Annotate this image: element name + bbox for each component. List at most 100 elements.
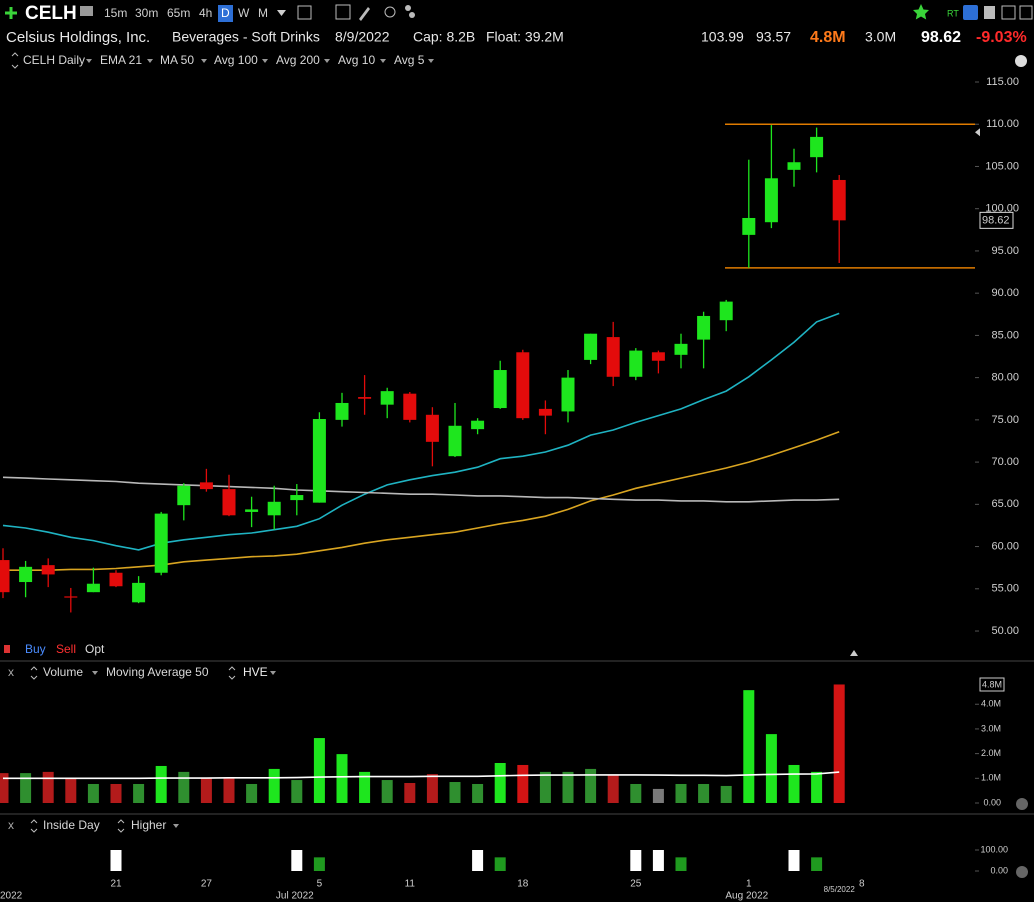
legend-entry[interactable]: Avg 200 (276, 53, 320, 67)
bar (585, 768, 597, 803)
candle-body (787, 162, 801, 170)
y-tick-label: 60.00 (991, 540, 1019, 552)
close-pane[interactable]: x (8, 818, 14, 832)
y-tick-label: 55.00 (991, 583, 1019, 595)
icon[interactable] (11, 52, 19, 69)
candle-body (764, 178, 778, 223)
icon[interactable] (228, 666, 236, 680)
bar (0, 773, 9, 803)
bar (223, 778, 235, 803)
options-button[interactable]: Opt (85, 642, 105, 656)
scroll-icon[interactable] (1016, 798, 1028, 810)
y-tick-label: 65.00 (991, 498, 1019, 510)
interval[interactable]: 65m (167, 6, 190, 20)
symbol[interactable]: CELH (25, 3, 77, 24)
add-icon[interactable] (5, 7, 17, 19)
sell-button[interactable]: Sell (56, 642, 76, 656)
icon[interactable] (1001, 5, 1016, 20)
dropdown-arrow[interactable] (270, 671, 276, 675)
candle-body (177, 485, 191, 506)
last-price-box (979, 211, 1014, 229)
candle-body (606, 337, 620, 377)
bar (336, 754, 348, 803)
y-tick-label: 3.0M (981, 723, 1001, 733)
bar (472, 783, 484, 803)
bar (20, 773, 32, 803)
x-tick-label: 18 (517, 879, 529, 890)
legend-entry[interactable]: Higher (131, 818, 166, 832)
bar (788, 764, 800, 803)
icon[interactable] (117, 819, 125, 833)
legend-entry[interactable]: HVE (243, 665, 268, 679)
icon[interactable] (405, 5, 411, 11)
legend-entry[interactable]: Inside Day (43, 818, 100, 832)
icon[interactable] (359, 7, 370, 21)
legend-entry[interactable]: Avg 5 (394, 53, 425, 67)
watch-star[interactable] (913, 4, 929, 20)
icon[interactable] (30, 666, 38, 680)
rt-label[interactable]: RT (947, 8, 959, 18)
candle-body (312, 419, 326, 503)
symbol-icon[interactable] (80, 6, 93, 16)
icon[interactable] (409, 12, 415, 18)
collapse-arrow[interactable] (850, 650, 858, 656)
interval[interactable]: 4h (199, 6, 212, 20)
legend-entry[interactable]: MA 50 (160, 53, 194, 67)
candle-body (358, 397, 372, 399)
bar (291, 780, 303, 803)
dropdown-arrow[interactable] (277, 10, 286, 16)
interval[interactable]: D (221, 6, 230, 20)
interval[interactable]: 30m (135, 6, 158, 20)
candle-body (290, 495, 304, 501)
legend-entry[interactable]: Moving Average 50 (106, 665, 209, 679)
candle-body (222, 489, 236, 516)
bar (178, 771, 190, 803)
icon[interactable] (963, 5, 978, 20)
bar (291, 850, 303, 871)
y-tick-label: 70.00 (991, 456, 1019, 468)
candle-body (674, 343, 688, 355)
bar (539, 771, 551, 803)
legend-entry[interactable]: Volume (43, 665, 83, 679)
legend-title[interactable]: CELH Daily (23, 53, 85, 67)
bar (494, 857, 506, 871)
close-pane[interactable]: x (8, 665, 14, 679)
x-tick-label: 8 (859, 879, 865, 890)
interval[interactable]: M (258, 6, 268, 20)
bar (652, 850, 664, 871)
bar (630, 783, 642, 803)
dropdown-arrow[interactable] (92, 671, 98, 675)
settings-icon[interactable] (1015, 55, 1027, 67)
icon[interactable] (984, 6, 995, 19)
candle-body (86, 583, 100, 593)
icon[interactable] (335, 4, 351, 20)
candle-body (132, 582, 146, 603)
candle-body (380, 391, 394, 405)
icon[interactable] (297, 5, 312, 20)
candle-body (538, 408, 552, 416)
icon[interactable] (1019, 5, 1033, 20)
bar (110, 783, 122, 803)
bar (359, 771, 371, 803)
candle-body (448, 425, 462, 457)
interval[interactable]: W (238, 6, 250, 20)
buy-button[interactable]: Buy (25, 642, 46, 656)
interval[interactable]: 15m (104, 6, 127, 20)
icon[interactable] (30, 819, 38, 833)
dropdown-arrow[interactable] (173, 824, 179, 828)
legend-entry[interactable]: Avg 100 (214, 53, 258, 67)
legend-entry[interactable]: Avg 10 (338, 53, 375, 67)
icon[interactable] (4, 645, 10, 653)
bar (630, 850, 642, 871)
candle-body (561, 377, 575, 412)
scroll-icon[interactable] (1016, 866, 1028, 878)
x-month-label: Aug 2022 (725, 891, 768, 902)
bar (246, 783, 258, 803)
bar (133, 783, 145, 803)
candle-body (584, 333, 598, 360)
icon[interactable] (384, 6, 396, 18)
legend-entry[interactable]: EMA 21 (100, 53, 142, 67)
date: 8/9/2022 (335, 29, 390, 45)
y-tick-label: 0.00 (990, 865, 1008, 875)
